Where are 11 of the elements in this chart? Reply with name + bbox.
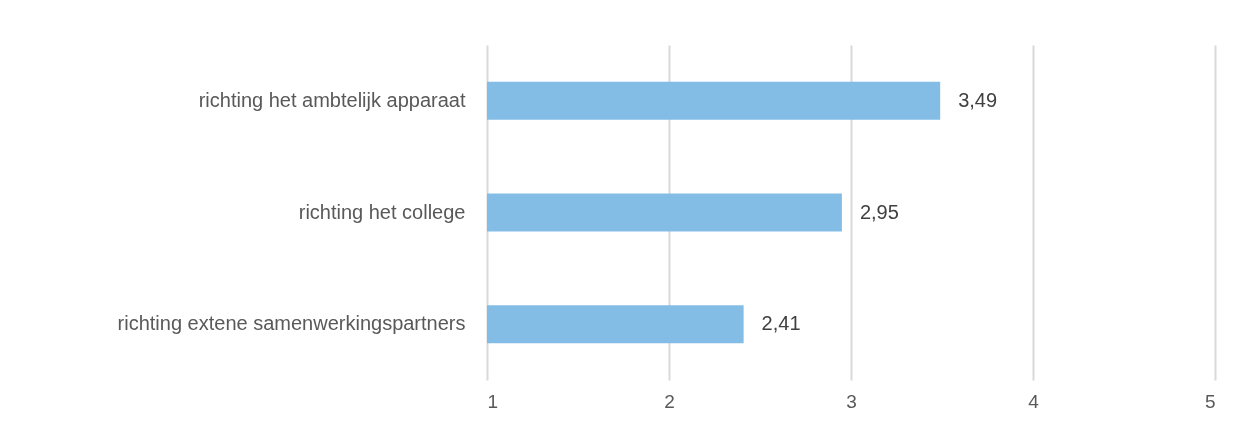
y-tick-label: richting het college xyxy=(298,200,466,223)
y-tick-label: richting het ambtelijk apparaat xyxy=(198,88,466,111)
data-label: 2,41 xyxy=(761,312,801,335)
x-tick-label: 4 xyxy=(1028,390,1040,412)
x-tick-label: 3 xyxy=(846,390,857,412)
x-tick-label: 5 xyxy=(1204,390,1216,412)
x-tick-label: 1 xyxy=(487,390,499,412)
y-tick-label: richting extene samenwerkingspartners xyxy=(117,312,466,335)
data-label: 3,49 xyxy=(958,88,998,111)
x-tick-label: 2 xyxy=(664,390,675,412)
data-label: 2,95 xyxy=(859,200,899,223)
